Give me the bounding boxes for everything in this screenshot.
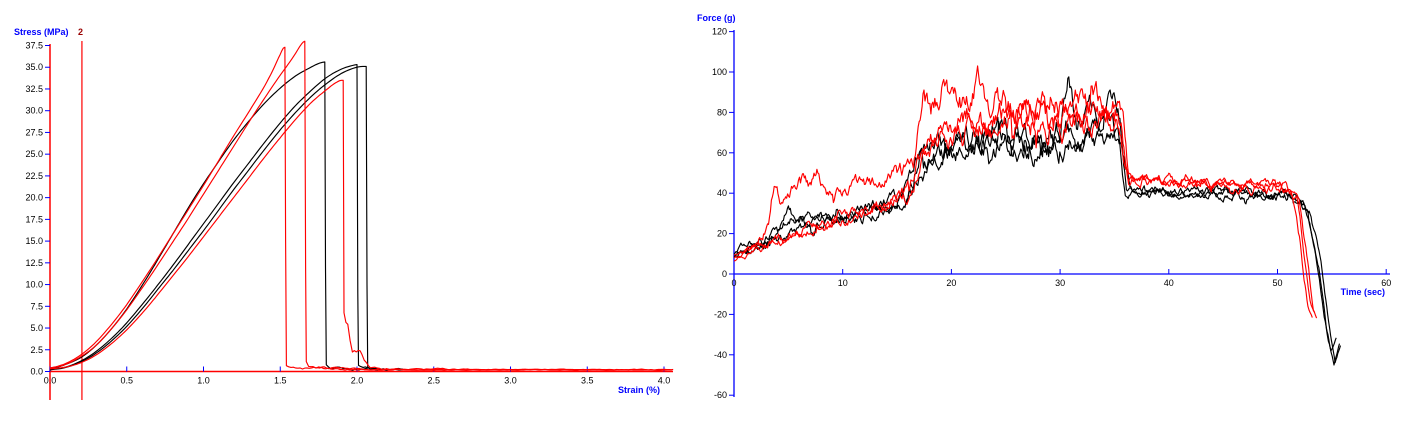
series-trace-red-3 (733, 109, 1316, 313)
stress-strain-x-tick-label: 2.0 (351, 376, 364, 386)
stress-strain-y-tick-label: 32.5 (25, 84, 43, 94)
stress-strain-y-tick-label: 27.5 (25, 127, 43, 137)
series-trace-red-1 (733, 65, 1313, 318)
force-time-y-tick-label: 0 (722, 269, 727, 279)
stress-strain-x-tick-label: 1.5 (274, 376, 287, 386)
stress-strain-y-tick-label: 2.5 (30, 345, 43, 355)
series-trace-red-2 (733, 97, 1318, 319)
stress-strain-y-tick-label: 0.0 (30, 367, 43, 377)
stress-strain-y-tick-label: 15.0 (25, 236, 43, 246)
stress-strain-y-tick-label: 35.0 (25, 62, 43, 72)
series-specimen-black-3 (49, 65, 404, 371)
force-time-x-tick-label: 60 (1381, 278, 1391, 288)
stress-strain-x-tick-label: 4.0 (658, 376, 671, 386)
force-axis-title: Force (g) (697, 13, 736, 23)
stress-strain-y-tick-label: 30.0 (25, 106, 43, 116)
stress-strain-x-tick-label: 3.0 (504, 376, 517, 386)
series-specimen-black-2 (49, 64, 403, 371)
stress-strain-x-tick-label: 0.0 (44, 376, 57, 386)
stress-strain-x-tick-label: 2.5 (427, 376, 440, 386)
stress-strain-y-tick-label: 20.0 (25, 193, 43, 203)
series-specimen-red-2 (49, 40, 672, 372)
stress-strain-y-tick-label: 37.5 (25, 41, 43, 51)
force-time-y-tick-label: 120 (712, 27, 727, 37)
force-time-y-tick-label: -60 (714, 390, 727, 400)
series-specimen-red-1 (49, 46, 674, 371)
stress-strain-y-tick-label: 22.5 (25, 171, 43, 181)
stress-strain-x-tick-label: 0.5 (120, 376, 133, 386)
stress-strain-x-tick-label: 3.5 (581, 376, 594, 386)
force-time-x-tick-label: 50 (1272, 278, 1282, 288)
force-time-x-tick-label: 20 (946, 278, 956, 288)
force-time-x-tick-label: 40 (1164, 278, 1174, 288)
series-trace-black-3 (733, 122, 1337, 352)
cursor-index-label: 2 (78, 27, 84, 37)
series-trace-black-2 (733, 110, 1342, 364)
force-time-y-tick-label: 20 (717, 229, 727, 239)
force-time-x-tick-label: 0 (731, 278, 736, 288)
force-time-y-tick-label: 80 (717, 107, 727, 117)
stress-strain-y-tick-label: 7.5 (30, 301, 43, 311)
force-time-x-tick-label: 30 (1055, 278, 1065, 288)
stress-strain-y-tick-label: 17.5 (25, 214, 43, 224)
force-time-x-tick-label: 10 (838, 278, 848, 288)
stress-strain-x-tick-label: 1.0 (197, 376, 210, 386)
force-time-y-tick-label: 100 (712, 67, 727, 77)
stress-axis-title: Stress (MPa) (14, 27, 69, 37)
force-time-y-tick-label: 40 (717, 188, 727, 198)
stress-strain-y-tick-label: 5.0 (30, 323, 43, 333)
series-specimen-red-3 (49, 79, 671, 371)
stress-strain-y-tick-label: 12.5 (25, 258, 43, 268)
force-time-y-tick-label: -20 (714, 309, 727, 319)
force-time-y-tick-label: 60 (717, 148, 727, 158)
strain-axis-title: Strain (%) (617, 385, 660, 395)
force-time-y-tick-label: -40 (714, 350, 727, 360)
stress-strain-y-tick-label: 25.0 (25, 149, 43, 159)
time-axis-title: Time (sec) (1340, 287, 1385, 297)
stress-strain-y-tick-label: 10.0 (25, 280, 43, 290)
